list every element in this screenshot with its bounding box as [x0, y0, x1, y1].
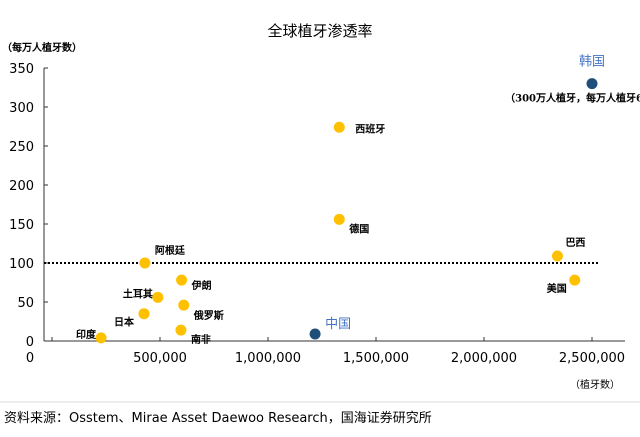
data-point: [569, 274, 581, 286]
data-point: [175, 324, 187, 336]
point-label: 韩国: [579, 55, 605, 70]
chart-title: 全球植牙渗透率: [267, 22, 372, 40]
x-tick-label: 0: [26, 351, 34, 366]
point-label: 德国: [348, 222, 369, 235]
source-note: 资料来源：Osstem、Mirae Asset Daewoo Research，…: [4, 410, 432, 426]
x-axis-label: （植牙数）: [570, 378, 620, 391]
point-label: 中国: [325, 317, 351, 332]
data-point: [551, 250, 563, 262]
point-note: （300万人植牙，每万人植牙632颗）: [505, 92, 640, 105]
data-point: [139, 257, 151, 269]
point-label: 印度: [76, 328, 97, 341]
point-label: 日本: [114, 316, 135, 329]
y-tick-label: 150: [9, 218, 34, 233]
point-label: 阿根廷: [155, 244, 186, 257]
x-tick-label: 2,000,000: [451, 351, 517, 366]
data-point: [586, 78, 598, 90]
x-tick-label: 1,500,000: [343, 351, 409, 366]
point-label: 土耳其: [123, 287, 153, 300]
point-label: 美国: [547, 282, 567, 295]
y-tick-label: 250: [9, 140, 34, 155]
data-point: [309, 328, 321, 340]
y-axis-label: （每万人植牙数）: [2, 41, 82, 54]
data-point: [95, 332, 107, 344]
y-tick-label: 100: [9, 257, 34, 272]
data-point: [138, 308, 150, 320]
point-label: 俄罗斯: [193, 309, 224, 322]
point-label: 巴西: [565, 237, 585, 249]
x-tick-label: 500,000: [133, 351, 187, 366]
data-point: [152, 291, 164, 303]
data-point: [333, 121, 345, 133]
y-tick-label: 50: [17, 296, 34, 311]
data-point: [333, 213, 345, 225]
x-tick-label: 2,500,000: [559, 351, 625, 366]
point-label: 南非: [191, 333, 211, 346]
y-tick-label: 350: [9, 62, 34, 77]
x-tick-label: 1,000,000: [235, 351, 301, 366]
y-tick-label: 0: [26, 335, 34, 350]
y-tick-label: 200: [9, 179, 34, 194]
point-label: 西班牙: [355, 122, 385, 135]
point-label: 伊朗: [191, 279, 212, 292]
y-tick-label: 300: [9, 101, 34, 116]
data-point: [176, 274, 188, 286]
data-point: [178, 299, 190, 311]
